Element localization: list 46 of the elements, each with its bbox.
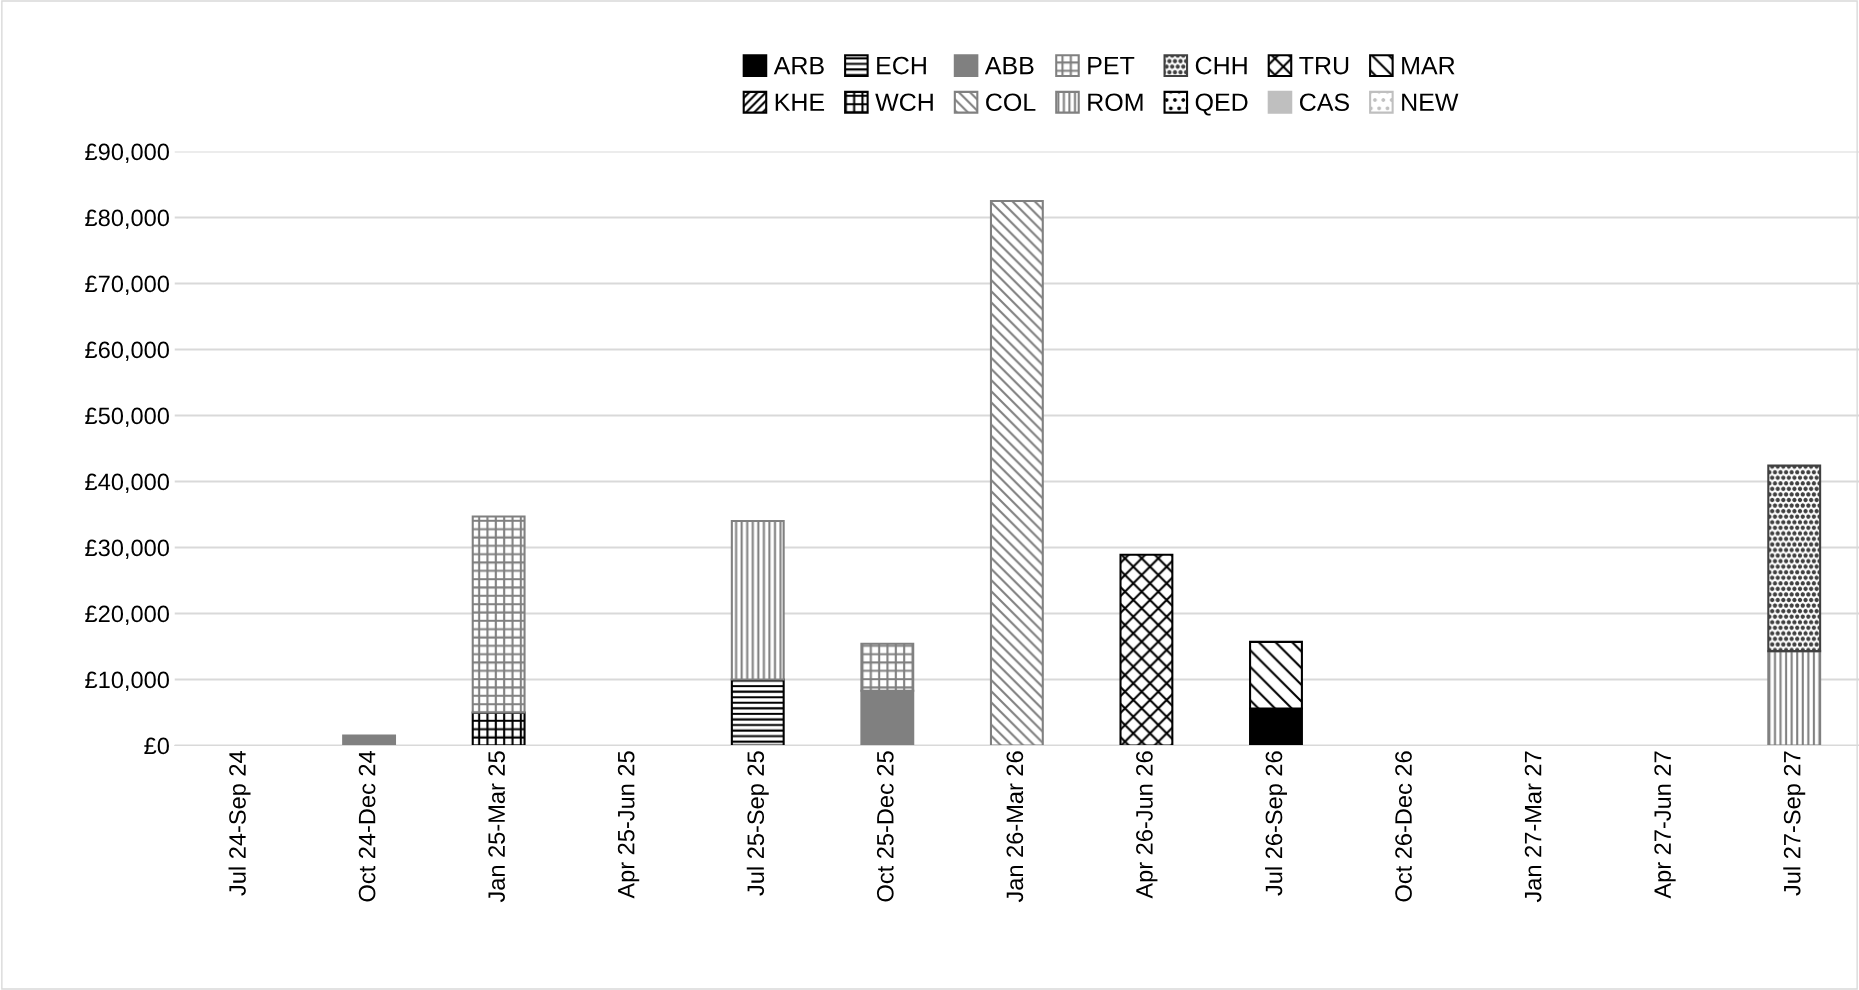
x-tick-label: Jul 25-Sep 25 — [746, 751, 769, 896]
x-tick-label: Jul 27-Sep 27 — [1783, 751, 1806, 896]
legend-label: QED — [1195, 93, 1248, 116]
y-tick-label: £60,000 — [85, 341, 169, 362]
x-tick-label: Oct 24-Dec 24 — [358, 751, 376, 902]
y-tick-label: £50,000 — [85, 407, 169, 428]
x-tick-label: Apr 26-Jun 26 — [1136, 751, 1158, 899]
x-tick-label: Jan 26-Mar 26 — [1006, 751, 1024, 903]
y-tick-label: £80,000 — [85, 209, 169, 230]
y-tick-label: £40,000 — [85, 473, 169, 494]
bar — [730, 678, 785, 746]
bar — [1767, 464, 1822, 653]
legend-label: CAS — [1300, 93, 1349, 112]
legend-label: ARB — [773, 56, 824, 75]
y-tick-label: £30,000 — [85, 539, 169, 560]
y-tick-label: £70,000 — [85, 275, 169, 296]
legend-label: KHE — [775, 93, 825, 111]
y-tick-label: £10,000 — [85, 671, 169, 692]
legend-label: PET — [1088, 56, 1135, 75]
x-tick-label: Apr 25-Jun 25 — [617, 751, 640, 899]
legend-label: TRU — [1299, 56, 1349, 75]
bar — [1767, 650, 1822, 746]
x-tick-label: Oct 25-Dec 25 — [876, 751, 894, 902]
legend-label: ABB — [984, 56, 1034, 75]
y-tick-label: £90,000 — [85, 143, 169, 164]
y-tick-label: £0 — [144, 737, 169, 755]
legend-label: ROM — [1088, 93, 1143, 112]
legend-label: NEW — [1402, 93, 1459, 111]
bar — [342, 734, 397, 746]
x-tick-label: Jul 26-Sep 26 — [1264, 751, 1287, 896]
x-tick-label: Oct 26-Dec 26 — [1395, 751, 1412, 902]
x-tick-label: Jan 25-Mar 25 — [488, 751, 505, 903]
legend-label: WCH — [875, 93, 933, 112]
legend-label: CHH — [1195, 56, 1247, 75]
bar — [471, 515, 526, 714]
x-tick-label: Jan 27-Mar 27 — [1524, 751, 1542, 903]
legend-label: MAR — [1402, 56, 1455, 75]
bar — [471, 711, 526, 746]
bar — [989, 199, 1044, 746]
y-tick-label: £20,000 — [85, 605, 169, 626]
x-tick-label: Jul 24-Sep 24 — [228, 751, 251, 896]
x-tick-label: Apr 27-Jun 27 — [1654, 751, 1676, 899]
legend-label: ECH — [877, 56, 926, 75]
bar — [730, 520, 785, 681]
bar — [1119, 553, 1174, 746]
legend-label: COL — [986, 93, 1036, 112]
